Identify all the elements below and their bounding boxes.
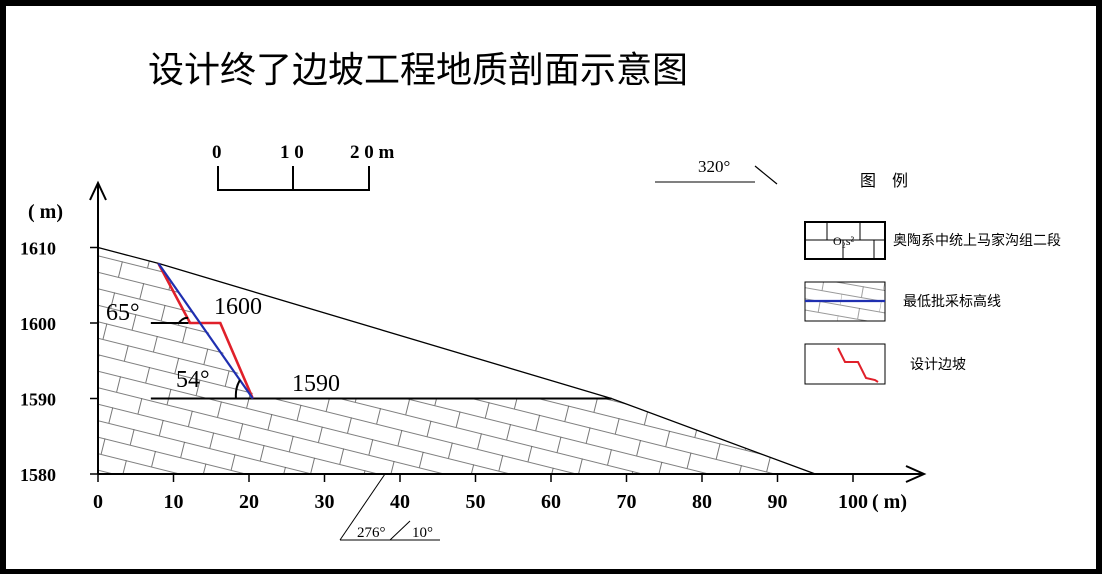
scale-label-10: 1 0 xyxy=(280,142,304,163)
legend-label-design-slope: 设计边坡 xyxy=(910,357,966,373)
angle-label-54: 54° xyxy=(176,367,210,393)
cutoff-elevation-line xyxy=(157,262,254,400)
x-tick-label-30: 30 xyxy=(315,491,335,513)
bench-label-1590: 1590 xyxy=(292,371,340,397)
y-tick-label-1610: 1610 xyxy=(20,239,56,259)
direction-label-bottom-left: 276° xyxy=(357,525,386,541)
scale-label-0: 0 xyxy=(212,142,222,163)
diagram-title: 设计终了边坡工程地质剖面示意图 xyxy=(148,50,688,91)
legend-label-cutoff: 最低批采标高线 xyxy=(903,293,1001,310)
y-axis-ticks: 1580 1590 1600 1610 xyxy=(20,239,98,485)
y-tick-label-1580: 1580 xyxy=(20,465,56,485)
bench-label-1600: 1600 xyxy=(214,294,262,320)
legend-item-cutoff: 最低批采标高线 xyxy=(804,281,1001,322)
y-axis-unit: ( m) xyxy=(28,201,63,223)
x-tick-label-70: 70 xyxy=(617,491,637,513)
x-tick-label-60: 60 xyxy=(541,491,561,513)
y-tick-label-1600: 1600 xyxy=(20,314,56,334)
x-tick-label-90: 90 xyxy=(768,491,788,513)
angle-marks xyxy=(177,316,241,400)
legend-symbol-limestone: O₂s² xyxy=(833,234,855,248)
x-tick-label-10: 10 xyxy=(164,491,184,513)
y-tick-label-1590: 1590 xyxy=(20,390,56,410)
scale-label-20: 2 0 m xyxy=(350,142,395,163)
x-tick-label-100: 100 xyxy=(838,491,868,513)
legend: 图 例 O₂s² 奥陶系中统上马家沟组二段 最低批采标高线 设计边坡 xyxy=(804,171,1061,385)
direction-label-top: 320° xyxy=(698,157,730,176)
x-tick-label-40: 40 xyxy=(390,491,410,513)
direction-indicator-bottom: 276° 10° xyxy=(339,473,440,541)
terrain-outline xyxy=(97,246,816,475)
legend-item-design-slope: 设计边坡 xyxy=(804,343,966,385)
scale-bar: 0 1 0 2 0 m xyxy=(212,142,395,191)
x-tick-label-50: 50 xyxy=(466,491,486,513)
legend-label-limestone: 奥陶系中统上马家沟组二段 xyxy=(893,232,1061,249)
rock-body-hatch xyxy=(98,247,816,474)
x-tick-label-20: 20 xyxy=(239,491,259,513)
direction-indicator-top: 320° xyxy=(655,157,778,185)
x-axis-ticks: 0 10 20 30 40 50 60 70 80 90 100 xyxy=(93,474,868,513)
legend-title: 图 例 xyxy=(860,171,908,190)
legend-item-limestone: O₂s² 奥陶系中统上马家沟组二段 xyxy=(804,221,1061,260)
x-tick-label-0: 0 xyxy=(93,491,103,513)
design-slope-line xyxy=(157,262,254,400)
direction-label-bottom-right: 10° xyxy=(412,525,433,541)
x-axis-unit: ( m) xyxy=(872,491,907,513)
axes xyxy=(89,180,927,483)
x-tick-label-80: 80 xyxy=(692,491,712,513)
legend-swatch-design-slope xyxy=(804,343,886,385)
angle-label-65: 65° xyxy=(106,300,140,326)
